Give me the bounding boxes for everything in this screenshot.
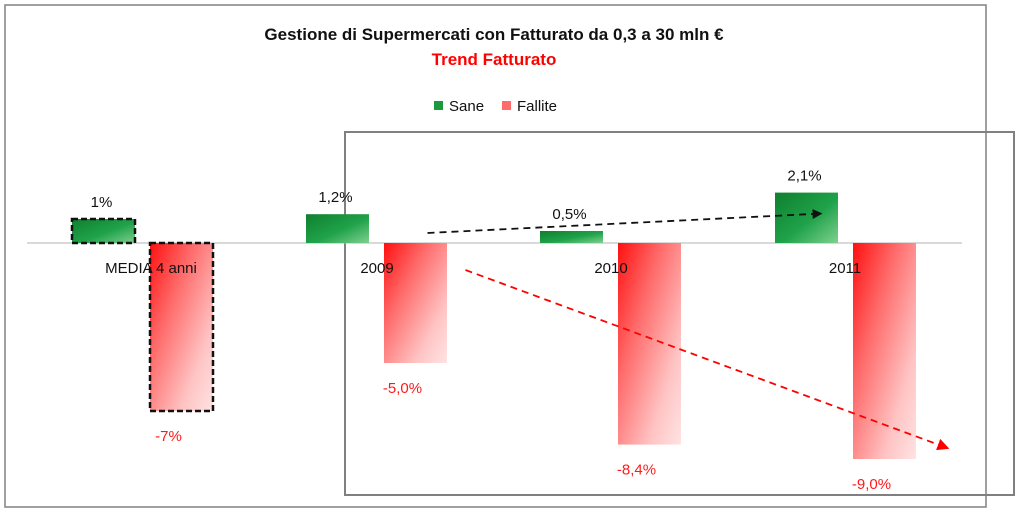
chart-subtitle: Trend Fatturato (432, 50, 557, 69)
data-label-fallite-media-4-anni: -7% (155, 428, 182, 445)
legend-swatch-fallite (502, 101, 511, 110)
legend-label-sane: Sane (449, 98, 484, 115)
data-label-sane-2009: 1,2% (318, 189, 352, 206)
category-label-2010: 2010 (594, 260, 627, 277)
chart-title: Gestione di Supermercati con Fatturato d… (264, 25, 724, 44)
bar-fallite-media-4-anni (148, 241, 215, 413)
bar-fallite-2010 (618, 243, 681, 445)
data-label-sane-media-4-anni: 1% (91, 194, 113, 211)
data-label-fallite-2010: -8,4% (617, 462, 656, 479)
data-label-sane-2011: 2,1% (787, 168, 821, 185)
trend-arrow-sane (427, 209, 823, 234)
legend-label-fallite: Fallite (517, 98, 557, 115)
trend-arrow-fallite (465, 269, 950, 451)
category-label-media-4-anni: MEDIA 4 anni (105, 260, 197, 277)
labels-group: 1% -7% MEDIA 4 anni 1,2% -5,0% 2009 0,5% -8,4% 2… (91, 168, 891, 493)
bar-sane-2009 (306, 214, 369, 243)
bar-sane-media-4-anni (70, 217, 137, 245)
legend: Sane Fallite (434, 98, 557, 115)
legend-swatch-sane (434, 101, 443, 110)
bars-group (70, 192, 916, 459)
data-label-fallite-2011: -9,0% (852, 476, 891, 493)
highlight-frame (344, 131, 1015, 496)
data-label-fallite-2009: -5,0% (383, 380, 422, 397)
data-label-sane-2010: 0,5% (552, 206, 586, 223)
trend-arrows (427, 209, 950, 451)
chart-frame (4, 4, 987, 508)
bar-fallite-2011 (853, 243, 916, 459)
bar-fallite-2009 (384, 243, 447, 363)
bar-sane-2011 (775, 192, 838, 243)
category-label-2011: 2011 (829, 260, 861, 277)
bar-sane-2010 (540, 231, 603, 243)
category-label-2009: 2009 (360, 260, 393, 277)
